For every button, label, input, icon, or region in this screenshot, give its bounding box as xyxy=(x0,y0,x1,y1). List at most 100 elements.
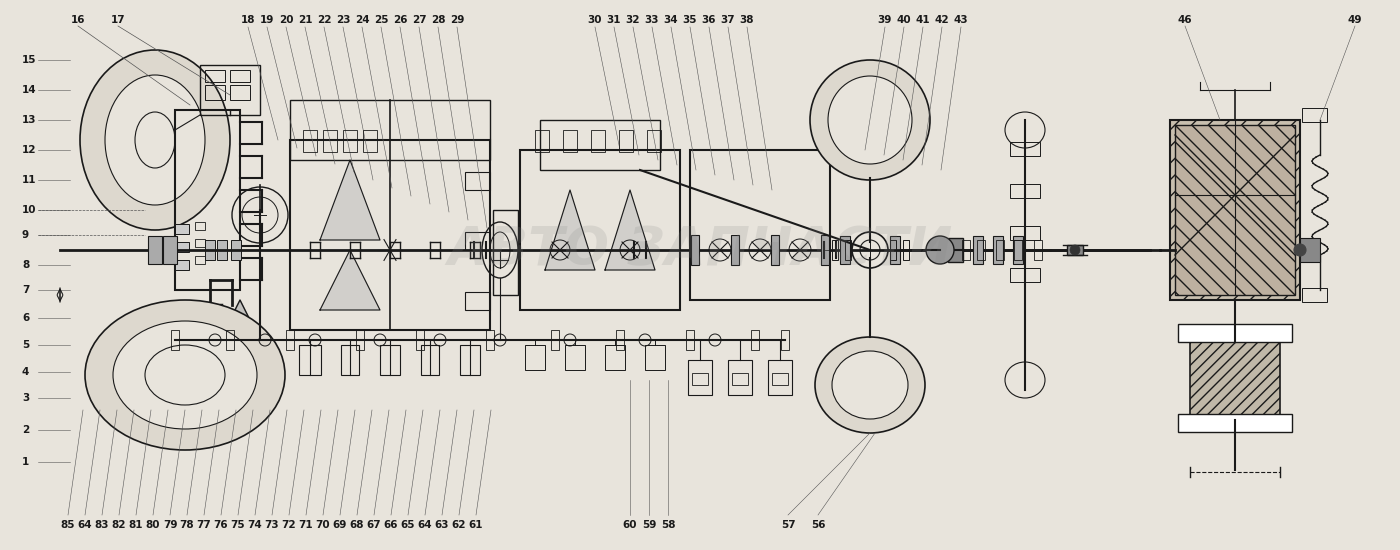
Text: 71: 71 xyxy=(298,520,314,530)
Text: 27: 27 xyxy=(412,15,427,25)
Bar xyxy=(750,330,759,350)
Bar xyxy=(1302,108,1327,122)
Ellipse shape xyxy=(832,351,909,419)
Text: 61: 61 xyxy=(469,520,483,530)
Circle shape xyxy=(1070,245,1079,255)
Bar xyxy=(605,345,624,370)
Text: 25: 25 xyxy=(374,15,388,25)
Bar xyxy=(566,345,585,370)
Bar xyxy=(1302,288,1327,302)
Bar xyxy=(769,360,792,395)
Bar xyxy=(771,235,778,265)
Bar xyxy=(731,235,739,265)
Bar xyxy=(217,240,227,260)
Bar xyxy=(535,130,549,152)
Text: 5: 5 xyxy=(22,340,29,350)
Bar xyxy=(1035,240,1042,260)
Bar xyxy=(619,130,633,152)
Bar xyxy=(687,360,713,395)
Bar xyxy=(519,150,680,310)
Text: 20: 20 xyxy=(279,15,293,25)
Bar xyxy=(1014,236,1023,264)
Bar xyxy=(781,330,790,350)
Text: 18: 18 xyxy=(241,15,255,25)
Text: 82: 82 xyxy=(112,520,126,530)
Polygon shape xyxy=(605,190,655,270)
Text: 63: 63 xyxy=(435,520,449,530)
Bar xyxy=(225,330,234,350)
Bar xyxy=(890,236,900,264)
Text: 80: 80 xyxy=(146,520,160,530)
Bar xyxy=(204,85,225,100)
Text: 24: 24 xyxy=(354,15,370,25)
Text: 33: 33 xyxy=(645,15,659,25)
Bar xyxy=(563,130,577,152)
Bar xyxy=(300,345,321,375)
Text: 62: 62 xyxy=(452,520,466,530)
Ellipse shape xyxy=(827,76,911,164)
Text: 16: 16 xyxy=(71,15,85,25)
Bar xyxy=(962,240,970,260)
Text: АВТО ЗАПЧАСТИ: АВТО ЗАПЧАСТИ xyxy=(448,224,952,276)
Bar xyxy=(552,330,559,350)
Bar xyxy=(290,100,490,160)
Ellipse shape xyxy=(811,60,930,180)
Polygon shape xyxy=(321,160,379,240)
Text: 22: 22 xyxy=(316,15,332,25)
Bar xyxy=(1067,245,1084,255)
Bar xyxy=(692,235,699,265)
Bar xyxy=(540,120,659,170)
Bar xyxy=(416,330,424,350)
Text: 28: 28 xyxy=(431,15,445,25)
Bar xyxy=(465,232,490,250)
Bar xyxy=(1175,125,1295,295)
Text: 21: 21 xyxy=(298,15,312,25)
Bar xyxy=(686,330,694,350)
Bar xyxy=(343,130,357,152)
Text: 26: 26 xyxy=(393,15,407,25)
Text: 49: 49 xyxy=(1348,15,1362,25)
Bar xyxy=(728,360,752,395)
Text: 67: 67 xyxy=(367,520,381,530)
Bar xyxy=(647,130,661,152)
Text: 12: 12 xyxy=(22,145,36,155)
Bar xyxy=(363,130,377,152)
Bar xyxy=(486,330,494,350)
Bar xyxy=(840,236,850,264)
Text: 11: 11 xyxy=(22,175,36,185)
Bar xyxy=(993,236,1002,264)
Text: 9: 9 xyxy=(22,230,29,240)
Text: 69: 69 xyxy=(333,520,347,530)
Text: 74: 74 xyxy=(248,520,262,530)
Text: 83: 83 xyxy=(95,520,109,530)
Bar xyxy=(1009,268,1040,282)
Bar xyxy=(977,240,986,260)
Bar xyxy=(175,224,189,234)
Bar xyxy=(230,70,251,82)
Text: 66: 66 xyxy=(384,520,398,530)
Text: 4: 4 xyxy=(22,367,29,377)
Text: 1: 1 xyxy=(22,457,29,467)
Text: 46: 46 xyxy=(1177,15,1193,25)
Bar xyxy=(342,345,358,375)
Text: 77: 77 xyxy=(196,520,211,530)
Text: 38: 38 xyxy=(739,15,755,25)
Text: 10: 10 xyxy=(22,205,36,215)
Polygon shape xyxy=(216,300,265,350)
Text: 57: 57 xyxy=(781,520,795,530)
Ellipse shape xyxy=(815,337,925,433)
Text: 37: 37 xyxy=(721,15,735,25)
Ellipse shape xyxy=(80,50,230,230)
Bar xyxy=(231,240,241,260)
Bar xyxy=(995,240,1004,260)
Bar xyxy=(465,172,490,190)
Text: 79: 79 xyxy=(162,520,178,530)
Text: 73: 73 xyxy=(265,520,280,530)
Text: 59: 59 xyxy=(641,520,657,530)
Bar xyxy=(771,373,788,385)
Bar xyxy=(302,130,316,152)
Text: 76: 76 xyxy=(214,520,228,530)
Bar xyxy=(973,236,983,264)
Bar xyxy=(461,345,480,375)
Text: 75: 75 xyxy=(231,520,245,530)
